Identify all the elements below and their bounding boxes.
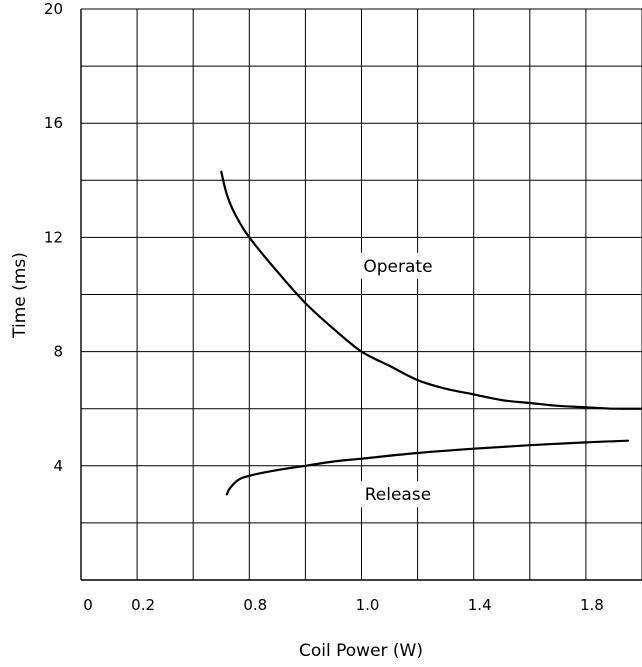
y-tick-label: 8 [53,343,63,361]
y-tick-label: 12 [44,228,63,246]
y-axis-title: Time (ms) [10,252,30,339]
x-tick-label: 1.4 [468,596,492,614]
series-group [220,170,642,496]
y-tick-label: 4 [53,457,63,475]
x-tick-label: 0.8 [243,596,267,614]
curve-label-background [350,252,445,279]
x-tick-label: 0.2 [131,596,155,614]
grid [80,8,642,581]
x-axis-title: Coil Power (W) [299,641,423,661]
curve-labels: Operate Release [350,252,445,508]
series-line-operate [220,170,642,410]
x-tick-label: 1.0 [356,596,380,614]
y-tick-label: 20 [44,0,63,18]
curve-label-background [350,481,445,508]
y-tick-label: 16 [44,114,63,132]
x-tick-label: 1.8 [580,596,604,614]
series-line-release [225,439,630,496]
x-tick-label: 0 [83,596,93,614]
x-tick-labels: 0 0.2 0.8 1.0 1.4 1.8 [83,596,604,614]
curve-label-release: Release [365,485,431,505]
curve-label-operate: Operate [363,257,432,277]
y-tick-labels: 4 8 12 16 20 [44,0,63,475]
